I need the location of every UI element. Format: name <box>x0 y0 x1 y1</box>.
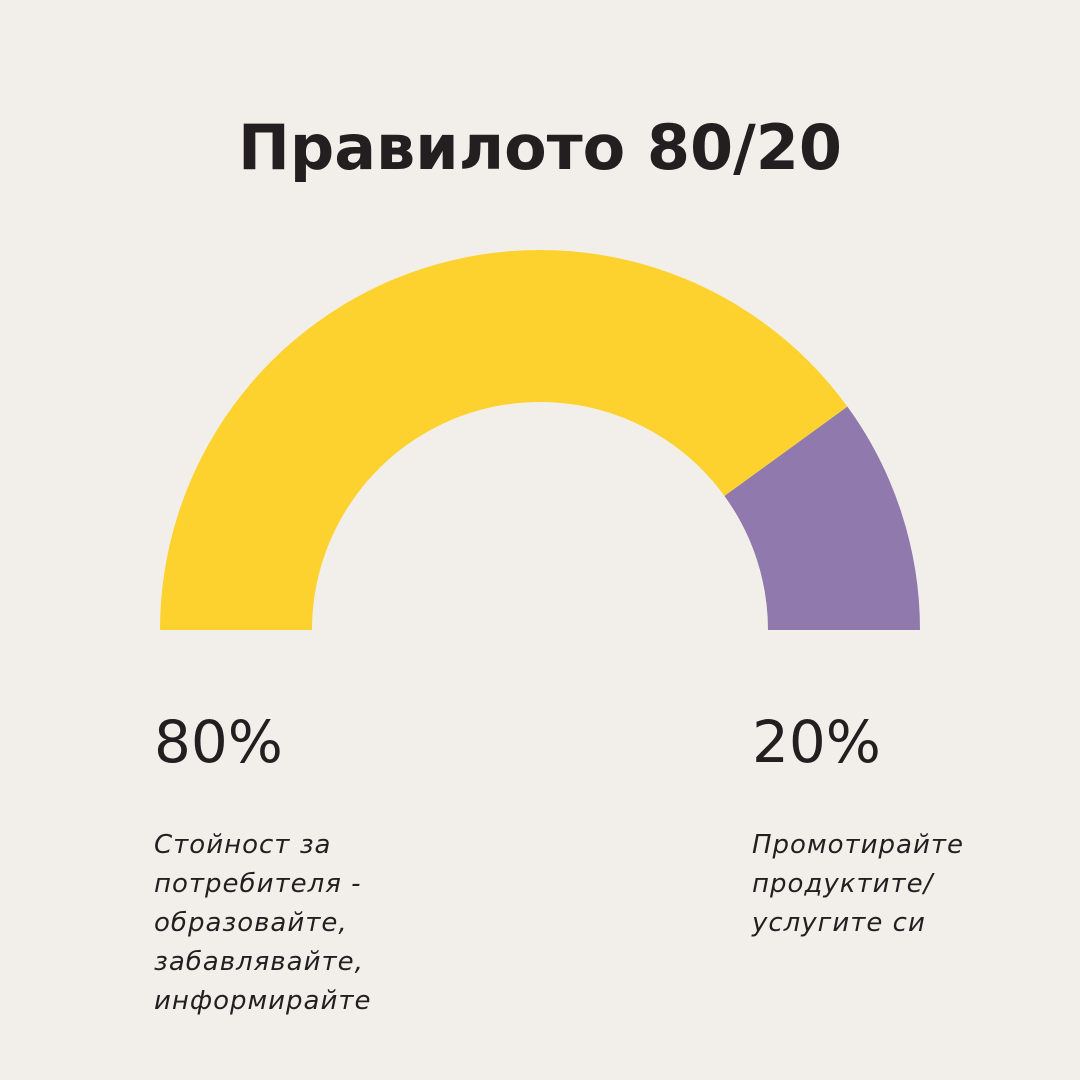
chart-slice-20 <box>724 406 920 630</box>
description-line: потребителя - <box>154 869 362 899</box>
page-title: Правилото 80/20 <box>237 111 843 184</box>
description-line: образовайте, <box>154 908 348 938</box>
description-line: забавлявайте, <box>154 947 364 977</box>
percent-20-label: 20% <box>752 708 881 776</box>
value-description: Стойност за потребителя - образовайте, з… <box>154 826 454 1021</box>
chart-slice-80 <box>159 249 848 630</box>
description-line: Стойност за <box>154 830 332 860</box>
percent-80-label: 80% <box>154 708 283 776</box>
promote-description: Промотирайте продуктите/ услугите си <box>752 826 1072 943</box>
chart-slices <box>159 249 920 630</box>
description-line: услугите си <box>752 908 926 938</box>
description-line: Промотирайте <box>752 830 965 860</box>
description-line: информирайте <box>154 986 372 1016</box>
description-line: продуктите/ <box>752 869 934 899</box>
